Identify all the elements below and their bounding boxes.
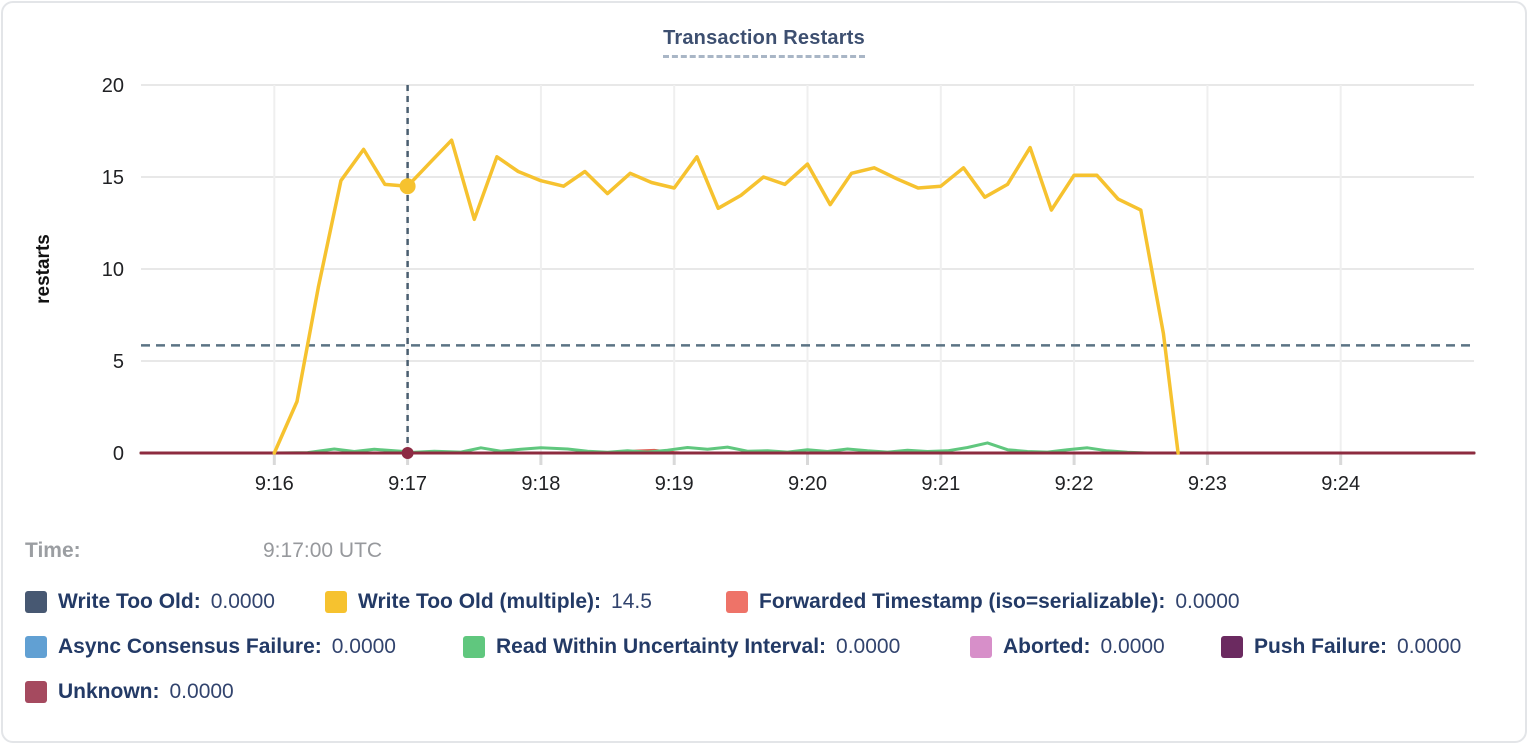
svg-text:20: 20 xyxy=(102,75,124,97)
legend-label: Read Within Uncertainty Interval xyxy=(496,635,826,659)
legend-item-aborted: Aborted 0.0000 xyxy=(970,635,1221,659)
legend-swatch xyxy=(325,591,347,613)
legend-value: 0.0000 xyxy=(210,590,275,613)
legend-swatch xyxy=(25,681,47,703)
legend-label: Forwarded Timestamp (iso=serializable) xyxy=(759,590,1165,614)
hover-point-write-too-old-multiple xyxy=(399,178,416,195)
svg-text:9:16: 9:16 xyxy=(255,473,294,495)
transaction-restarts-line-chart[interactable]: 0 5 10 15 20 9:16 9:17 9:18 9:19 9:20 9:21 9:22 9:23… xyxy=(3,3,1527,515)
svg-text:9:18: 9:18 xyxy=(521,473,560,495)
svg-text:0: 0 xyxy=(113,443,124,465)
svg-text:9:22: 9:22 xyxy=(1055,473,1094,495)
legend-value: 0.0000 xyxy=(1175,590,1240,613)
hover-point-unknown xyxy=(401,447,414,459)
legend-label: Unknown xyxy=(58,680,160,704)
svg-text:9:21: 9:21 xyxy=(921,473,960,495)
legend-value: 14.5 xyxy=(611,590,652,613)
hover-time-value: 9:17:00 UTC xyxy=(263,539,383,562)
legend-row: Async Consensus Failure 0.0000 Read With… xyxy=(25,633,1461,661)
svg-text:10: 10 xyxy=(102,259,124,281)
svg-text:9:19: 9:19 xyxy=(655,473,694,495)
y-axis-tick-labels: 0 5 10 15 20 xyxy=(102,75,124,465)
legend-item-write-too-old: Write Too Old 0.0000 xyxy=(25,590,325,614)
legend-swatch xyxy=(25,636,47,658)
hover-time-readout: Time: 9:17:00 UTC xyxy=(25,539,382,563)
legend-label: Async Consensus Failure xyxy=(58,635,322,659)
legend-swatch xyxy=(25,591,47,613)
legend-label: Write Too Old xyxy=(58,590,201,614)
legend-value: 0.0000 xyxy=(169,680,234,703)
svg-text:9:24: 9:24 xyxy=(1321,473,1360,495)
legend-item-write-too-old-multiple: Write Too Old (multiple) 14.5 xyxy=(325,590,726,614)
svg-text:5: 5 xyxy=(113,351,124,373)
legend-item-push-failure: Push Failure 0.0000 xyxy=(1221,635,1461,659)
legend-value: 0.0000 xyxy=(331,635,396,658)
chart-title-wrap: Transaction Restarts xyxy=(3,27,1525,58)
legend-label: Push Failure xyxy=(1254,635,1387,659)
vertical-gridlines xyxy=(273,85,1342,453)
legend-value: 0.0000 xyxy=(1397,635,1462,658)
legend-swatch xyxy=(463,636,485,658)
legend-label: Aborted xyxy=(1003,635,1091,659)
chart-legend: Write Too Old 0.0000 Write Too Old (mult… xyxy=(25,588,1461,723)
legend-swatch xyxy=(1221,636,1243,658)
legend-value: 0.0000 xyxy=(836,635,901,658)
chart-title[interactable]: Transaction Restarts xyxy=(663,27,865,58)
legend-item-async-consensus-failure: Async Consensus Failure 0.0000 xyxy=(25,635,463,659)
y-axis-title: restarts xyxy=(33,234,54,304)
hover-time-label: Time: xyxy=(25,539,81,562)
series-line-write-too-old-multiple xyxy=(272,138,1180,455)
legend-item-forwarded-timestamp: Forwarded Timestamp (iso=serializable) 0… xyxy=(726,590,1240,614)
legend-row: Write Too Old 0.0000 Write Too Old (mult… xyxy=(25,588,1461,616)
legend-item-read-within-uncertainty-interval: Read Within Uncertainty Interval 0.0000 xyxy=(463,635,970,659)
legend-swatch xyxy=(726,591,748,613)
series-lines xyxy=(139,138,1476,455)
legend-label: Write Too Old (multiple) xyxy=(358,590,601,614)
legend-row: Unknown 0.0000 xyxy=(25,678,1461,706)
legend-value: 0.0000 xyxy=(1100,635,1165,658)
svg-text:15: 15 xyxy=(102,167,124,189)
svg-text:9:23: 9:23 xyxy=(1188,473,1227,495)
x-axis-tick-marks xyxy=(272,454,1343,465)
svg-text:9:20: 9:20 xyxy=(788,473,827,495)
legend-item-unknown: Unknown 0.0000 xyxy=(25,680,234,704)
legend-swatch xyxy=(970,636,992,658)
svg-text:9:17: 9:17 xyxy=(388,473,427,495)
x-axis-tick-labels: 9:16 9:17 9:18 9:19 9:20 9:21 9:22 9:23 9:24 xyxy=(255,473,1360,495)
